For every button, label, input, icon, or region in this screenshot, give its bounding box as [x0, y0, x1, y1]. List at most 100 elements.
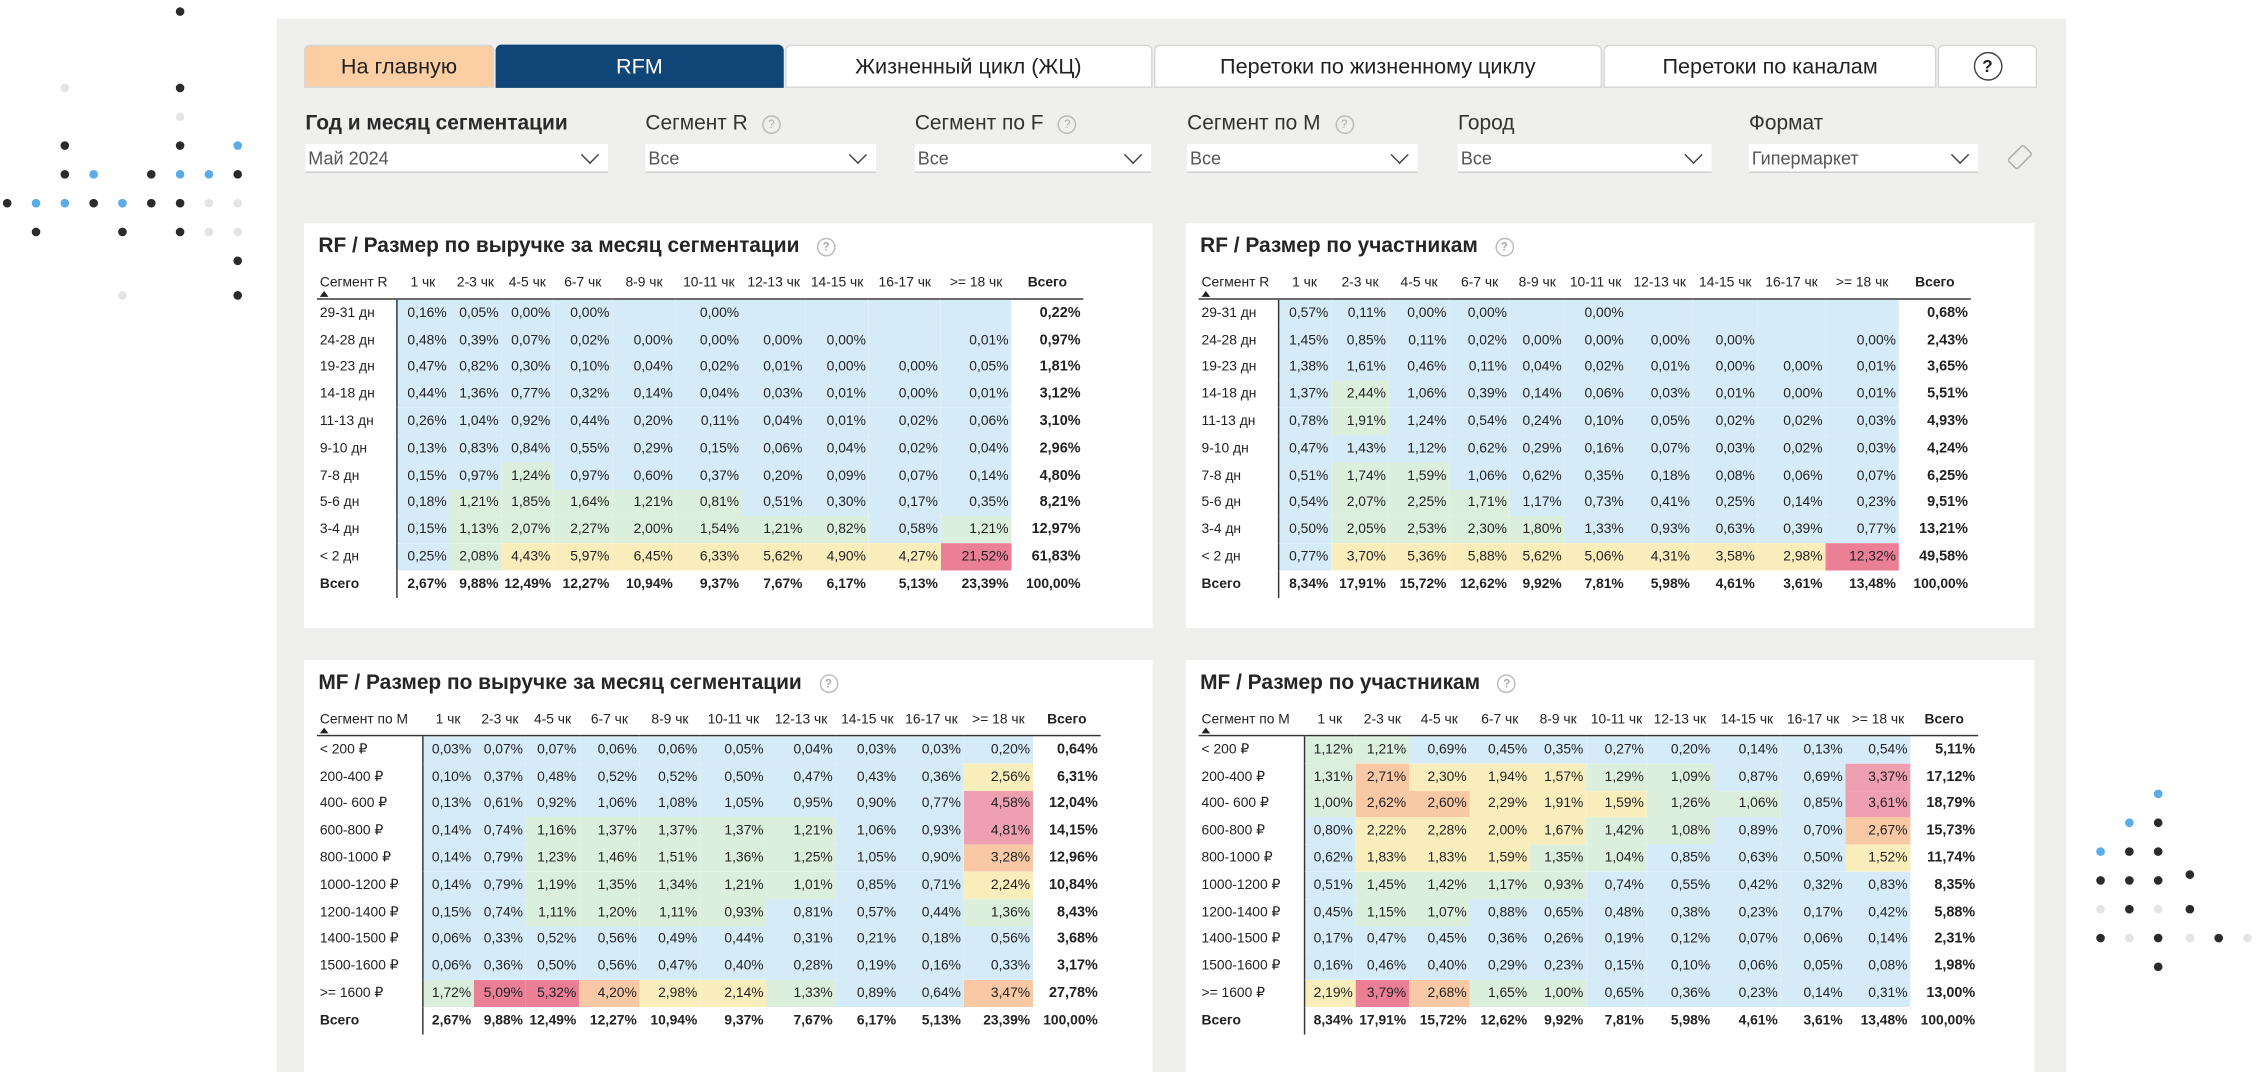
info-icon[interactable]: ? [1057, 114, 1077, 134]
matrix-cell[interactable]: 0,15% [396, 516, 450, 544]
matrix-cell[interactable]: 1,43% [1331, 435, 1389, 463]
matrix-cell[interactable] [1692, 298, 1758, 327]
row-total-cell[interactable]: 6,31% [1032, 763, 1101, 791]
matrix-cell[interactable]: 0,36% [1646, 980, 1713, 1008]
matrix-cell[interactable]: 5,88% [1449, 543, 1510, 571]
matrix-cell[interactable]: 0,10% [553, 353, 613, 381]
matrix-cell[interactable]: 1,06% [579, 790, 640, 818]
matrix-cell[interactable]: 0,00% [675, 326, 742, 354]
matrix-cell[interactable]: 0,74% [1586, 871, 1647, 899]
matrix-cell[interactable]: 0,05% [1626, 408, 1693, 436]
matrix-cell[interactable]: 2,30% [1409, 763, 1470, 791]
matrix-cell[interactable]: 0,08% [1692, 462, 1758, 490]
column-header[interactable]: 1 чк [396, 266, 450, 300]
matrix-cell[interactable]: 2,71% [1355, 763, 1410, 791]
matrix-cell[interactable]: 1,11% [639, 898, 701, 926]
matrix-cell[interactable]: 4,43% [501, 543, 554, 571]
matrix-cell[interactable]: 2,07% [501, 516, 554, 544]
matrix-cell[interactable]: 1,16% [525, 817, 580, 845]
matrix-cell[interactable]: 1,80% [1509, 516, 1565, 544]
row-total-cell[interactable]: 13,00% [1910, 980, 1979, 1008]
matrix-cell[interactable]: 4,31% [1626, 543, 1693, 571]
matrix-cell[interactable]: 0,83% [1845, 871, 1911, 899]
matrix-cell[interactable]: 0,03% [898, 735, 964, 764]
matrix-cell[interactable]: 2,30% [1449, 516, 1510, 544]
matrix-cell[interactable]: 0,56% [963, 925, 1033, 953]
matrix-cell[interactable]: 0,48% [396, 326, 450, 354]
row-total-cell[interactable]: 8,43% [1032, 898, 1101, 926]
matrix-cell[interactable]: 0,13% [1780, 735, 1846, 764]
matrix-cell[interactable] [1757, 326, 1826, 354]
matrix-cell[interactable]: 0,32% [1780, 871, 1846, 899]
matrix-cell[interactable]: 2,98% [639, 980, 701, 1008]
matrix-cell[interactable]: 0,39% [449, 326, 502, 354]
matrix-cell[interactable]: 0,00% [1388, 298, 1450, 327]
matrix-cell[interactable]: 0,02% [675, 353, 742, 381]
matrix-cell[interactable]: 4,58% [963, 790, 1033, 818]
matrix-cell[interactable]: 3,70% [1331, 543, 1389, 571]
row-total-cell[interactable]: 1,81% [1011, 353, 1084, 381]
matrix-cell[interactable]: 0,44% [396, 380, 450, 409]
column-total-cell[interactable]: 13,48% [1845, 1007, 1911, 1035]
matrix-cell[interactable]: 1,37% [639, 817, 701, 845]
column-total-cell[interactable]: 10,94% [639, 1007, 701, 1035]
matrix-cell[interactable]: 0,61% [473, 790, 526, 818]
column-total-cell[interactable]: 9,37% [700, 1007, 767, 1035]
matrix-cell[interactable]: 0,62% [1509, 462, 1565, 490]
matrix-cell[interactable]: 2,53% [1388, 516, 1450, 544]
matrix-cell[interactable]: 0,17% [868, 489, 941, 517]
matrix-cell[interactable]: 0,23% [1530, 952, 1587, 981]
matrix-cell[interactable]: 0,00% [868, 380, 941, 409]
matrix-cell[interactable] [1509, 298, 1565, 327]
matrix-cell[interactable]: 0,18% [396, 489, 450, 517]
matrix-cell[interactable]: 0,28% [766, 952, 836, 981]
matrix-cell[interactable]: 0,00% [612, 326, 676, 354]
matrix-cell[interactable]: 2,62% [1355, 790, 1410, 818]
matrix-cell[interactable]: 1,21% [700, 871, 767, 899]
column-header[interactable]: 16-17 чк [898, 703, 964, 737]
matrix-cell[interactable]: 0,16% [1303, 952, 1356, 981]
column-header[interactable]: 16-17 чк [1757, 266, 1826, 300]
matrix-cell[interactable]: 0,06% [1780, 925, 1846, 953]
matrix-cell[interactable]: 1,21% [449, 489, 502, 517]
matrix-cell[interactable]: 0,13% [422, 790, 474, 818]
row-total-cell[interactable]: 6,25% [1898, 462, 1971, 490]
matrix-cell[interactable]: 0,00% [1564, 298, 1627, 327]
matrix-cell[interactable]: 1,25% [766, 844, 836, 872]
matrix-cell[interactable]: 5,36% [1388, 543, 1450, 571]
column-total-cell[interactable]: 8,34% [1277, 570, 1332, 598]
column-total-cell[interactable]: 12,49% [525, 1007, 580, 1035]
matrix-cell[interactable]: 0,07% [868, 462, 941, 490]
matrix-cell[interactable]: 1,04% [449, 408, 502, 436]
matrix-cell[interactable]: 0,27% [1586, 735, 1647, 764]
sort-ascending-icon[interactable] [1201, 727, 1211, 734]
matrix-cell[interactable]: 0,82% [449, 353, 502, 381]
column-total-cell[interactable]: 6,17% [835, 1007, 899, 1035]
matrix-cell[interactable]: 0,90% [835, 790, 899, 818]
matrix-cell[interactable]: 0,51% [1303, 871, 1356, 899]
matrix-cell[interactable]: 0,07% [1626, 435, 1693, 463]
matrix-cell[interactable]: 2,98% [1757, 543, 1826, 571]
column-header[interactable]: 1 чк [422, 703, 474, 737]
matrix-cell[interactable]: 2,60% [1409, 790, 1470, 818]
column-header[interactable]: 14-15 чк [805, 266, 869, 300]
matrix-cell[interactable]: 3,79% [1355, 980, 1410, 1008]
matrix-cell[interactable]: 0,54% [1845, 735, 1911, 764]
matrix-cell[interactable]: 0,00% [1509, 326, 1565, 354]
matrix-cell[interactable]: 1,24% [1388, 408, 1450, 436]
matrix-cell[interactable]: 0,05% [1780, 952, 1846, 981]
matrix-cell[interactable]: 0,04% [741, 408, 806, 436]
column-total-cell[interactable]: 7,67% [766, 1007, 836, 1035]
matrix-cell[interactable]: 2,25% [1388, 489, 1450, 517]
matrix-cell[interactable]: 0,35% [940, 489, 1012, 517]
matrix-cell[interactable]: 0,74% [473, 898, 526, 926]
matrix-cell[interactable]: 0,77% [898, 790, 964, 818]
matrix-cell[interactable]: 0,10% [422, 763, 474, 791]
matrix-cell[interactable]: 0,85% [1646, 844, 1713, 872]
matrix-cell[interactable]: 5,62% [741, 543, 806, 571]
matrix-cell[interactable]: 0,29% [612, 435, 676, 463]
matrix-cell[interactable]: 0,79% [473, 871, 526, 899]
column-total-cell[interactable]: 17,91% [1331, 570, 1389, 598]
matrix-cell[interactable]: 4,81% [963, 817, 1033, 845]
matrix-cell[interactable]: 1,34% [639, 871, 701, 899]
